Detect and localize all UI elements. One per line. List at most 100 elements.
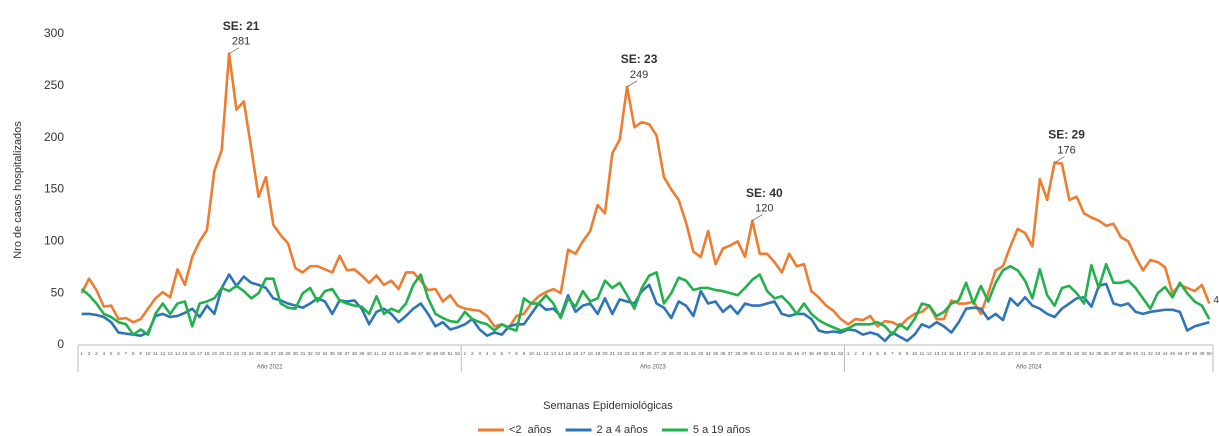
x-tick-label: 35 [713,351,719,356]
x-tick-label: 50 [440,351,446,356]
annotation-leader [1054,156,1065,163]
x-tick-label: 10 [145,351,151,356]
x-tick-label: 30 [1059,351,1065,356]
x-tick-label: 20 [602,351,608,356]
x-tick-label: 16 [573,351,579,356]
x-tick-label: 44 [1163,351,1169,356]
x-tick-label: 26 [1030,351,1036,356]
x-tick-label: 37 [344,351,350,356]
x-tick-label: 7 [891,351,894,356]
x-tick-label: 36 [720,351,726,356]
y-tick-label: 250 [44,78,64,92]
x-tick-label: 30 [293,351,299,356]
annotation-value: 120 [755,203,773,215]
x-tick-label: 3 [478,351,481,356]
series-line [80,262,1211,336]
x-tick-label: 48 [1192,351,1198,356]
annotation-value: 281 [232,36,250,48]
x-tick-label: 12 [543,351,549,356]
y-tick-label: 100 [44,234,64,248]
x-tick-label: 31 [683,351,689,356]
x-tick-label: 37 [728,351,734,356]
x-tick-label: 34 [322,351,328,356]
x-tick-label: 2 [471,351,474,356]
x-tick-label: 36 [337,351,343,356]
x-tick-label: 49 [816,351,822,356]
x-tick-label: 46 [794,351,800,356]
x-tick-label: 26 [263,351,269,356]
x-tick-label: 52 [455,351,461,356]
x-tick-label: 15 [949,351,955,356]
x-group-label: Año 2022 [257,365,283,371]
x-tick-label: 28 [1045,351,1051,356]
x-tick-label: 48 [809,351,815,356]
x-tick-label: 8 [132,351,135,356]
x-tick-label: 3 [95,351,98,356]
x-tick-label: 28 [278,351,284,356]
x-tick-label: 47 [418,351,424,356]
x-tick-label: 1 [847,351,850,356]
x-tick-label: 9 [906,351,909,356]
x-tick-label: 47 [801,351,807,356]
x-tick-label: 17 [964,351,970,356]
annotation-title: SE: 40 [746,186,783,200]
x-tick-label: 50 [1207,351,1213,356]
x-tick-label: 13 [934,351,940,356]
x-tick-label: 14 [175,351,181,356]
x-tick-label: 29 [1052,351,1058,356]
series-line [80,52,1211,329]
x-tick-label: 34 [1089,351,1095,356]
x-tick-label: 18 [204,351,210,356]
x-tick-label: 40 [1133,351,1139,356]
x-tick-label: 3 [862,351,865,356]
annotation-text: 4 [1213,295,1219,306]
x-tick-label: 45 [1170,351,1176,356]
x-tick-label: 4 [103,351,106,356]
x-tick-label: 15 [182,351,188,356]
annotation-leader [626,80,638,88]
x-tick-label: 51 [448,351,454,356]
x-tick-label: 32 [691,351,697,356]
x-tick-label: 32 [308,351,314,356]
legend-label: <2 años [509,424,552,436]
x-tick-label: 4 [869,351,872,356]
x-tick-label: 42 [381,351,387,356]
x-tick-label: 2 [854,351,857,356]
x-tick-label: 45 [787,351,793,356]
x-tick-label: 43 [389,351,395,356]
x-tick-label: 41 [1140,351,1146,356]
x-tick-label: 43 [772,351,778,356]
x-tick-label: 23 [625,351,631,356]
x-tick-label: 13 [168,351,174,356]
x-tick-label: 7 [125,351,128,356]
x-tick-label: 44 [779,351,785,356]
x-tick-label: 11 [536,351,541,356]
x-tick-label: 16 [190,351,196,356]
annotation-value: 176 [1057,144,1075,156]
x-tick-label: 42 [765,351,771,356]
x-tick-label: 26 [647,351,653,356]
x-tick-label: 42 [1148,351,1154,356]
x-tick-label: 2 [88,351,91,356]
x-tick-label: 5 [493,351,496,356]
x-tick-label: 17 [197,351,203,356]
x-tick-label: 27 [271,351,277,356]
x-tick-label: 23 [241,351,247,356]
x-tick-label: 29 [669,351,675,356]
annotation-title: SE: 21 [223,19,260,33]
x-tick-label: 19 [978,351,984,356]
x-tick-label: 20 [986,351,992,356]
x-tick-label: 27 [1037,351,1043,356]
x-tick-label: 50 [824,351,830,356]
x-tick-label: 47 [1185,351,1191,356]
x-tick-label: 22 [617,351,623,356]
x-tick-label: 11 [153,351,158,356]
x-tick-label: 10 [529,351,535,356]
x-tick-label: 40 [750,351,756,356]
series-line [81,273,1210,343]
x-tick-label: 25 [256,351,262,356]
x-tick-label: 31 [1067,351,1073,356]
legend-label: 5 a 19 años [693,424,751,436]
x-tick-label: 15 [566,351,572,356]
x-tick-label: 24 [632,351,638,356]
